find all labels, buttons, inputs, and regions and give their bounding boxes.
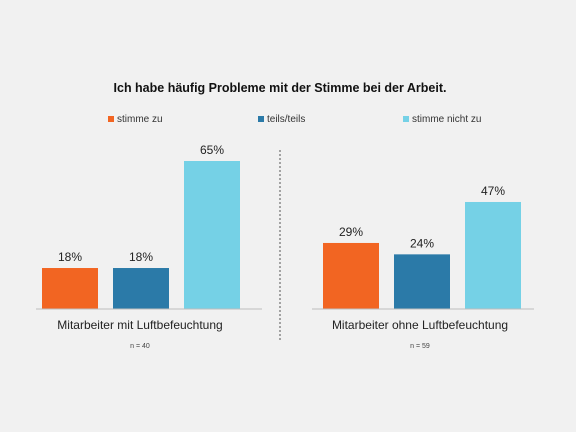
bar-value-label-0-1: 18%: [129, 250, 153, 264]
category-labels: Mitarbeiter mit Luftbefeuchtung n = 40 Mit…: [57, 318, 508, 350]
legend-label-2: stimme nicht zu: [412, 114, 481, 125]
sample-size-label-1: n = 59: [410, 343, 430, 350]
bar-0-1: [113, 268, 169, 309]
bar-value-label-1-0: 29%: [339, 225, 363, 239]
bar-1-0: [323, 242, 379, 309]
bar-1-2: [465, 201, 521, 309]
bar-value-label-0-2: 65%: [200, 143, 224, 157]
bar-1-1: [394, 254, 450, 309]
bar-value-label-1-1: 24%: [410, 236, 434, 250]
legend: stimme zu teils/teils stimme nicht zu: [108, 114, 481, 125]
legend-swatch-1: [258, 116, 264, 122]
sample-size-label-0: n = 40: [130, 343, 150, 350]
bar-value-label-1-2: 47%: [481, 184, 505, 198]
legend-label-0: stimme zu: [117, 114, 163, 125]
bar-0-0: [42, 268, 98, 309]
chart-title: Ich habe häufig Probleme mit der Stimme …: [114, 81, 447, 95]
category-label-0: Mitarbeiter mit Luftbefeuchtung: [57, 318, 222, 332]
legend-swatch-2: [403, 116, 409, 122]
legend-label-1: teils/teils: [267, 114, 305, 125]
legend-swatch-0: [108, 116, 114, 122]
bar-value-label-0-0: 18%: [58, 250, 82, 264]
bar-0-2: [184, 161, 240, 309]
bars-group: 18% 18% 65% 29% 24% 47%: [42, 143, 521, 309]
category-label-1: Mitarbeiter ohne Luftbefeuchtung: [332, 318, 508, 332]
